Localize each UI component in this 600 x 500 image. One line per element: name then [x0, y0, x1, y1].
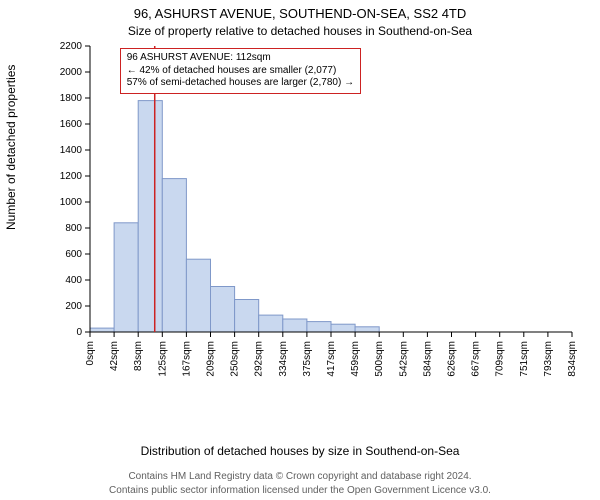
y-tick-label: 1200	[60, 171, 82, 182]
callout-line-2: ← 42% of detached houses are smaller (2,…	[127, 65, 354, 78]
x-tick-label: 584sqm	[422, 341, 433, 377]
x-tick-label: 167sqm	[181, 341, 192, 377]
histogram-bar	[259, 315, 283, 332]
y-tick-label: 2200	[60, 42, 82, 52]
x-tick-label: 626sqm	[447, 341, 458, 377]
chart-svg: 0 200 400 600 800 1000 1200 1400 1600 1800 2000 220…	[60, 42, 580, 387]
histogram-bar	[235, 300, 259, 333]
histogram-bar	[355, 327, 379, 332]
x-tick-label: 500sqm	[374, 341, 385, 377]
callout-line-3: 57% of semi-detached houses are larger (…	[127, 77, 354, 90]
histogram-bar	[162, 179, 186, 332]
callout-box: 96 ASHURST AVENUE: 112sqm ← 42% of detac…	[120, 48, 361, 94]
x-tick-label: 292sqm	[254, 341, 265, 377]
x-tick-label: 751sqm	[519, 341, 530, 377]
x-tick-label: 459sqm	[350, 341, 361, 377]
x-tick-label: 209sqm	[206, 341, 217, 377]
x-tick-label: 83sqm	[133, 341, 144, 371]
x-tick-label: 834sqm	[567, 341, 578, 377]
x-tick-label: 542sqm	[398, 341, 409, 377]
x-tick-label: 42sqm	[109, 341, 120, 371]
y-tick-label: 2000	[60, 67, 82, 78]
y-tick-label: 1600	[60, 119, 82, 130]
chart-title-sub: Size of property relative to detached ho…	[0, 24, 600, 38]
footer-line-1: Contains HM Land Registry data © Crown c…	[0, 471, 600, 482]
y-tick-label: 0	[76, 327, 82, 338]
y-tick-label: 1000	[60, 197, 82, 208]
y-tick-label: 200	[65, 301, 82, 312]
y-tick-label: 600	[65, 249, 82, 260]
x-tick-label: 667sqm	[471, 341, 482, 377]
y-tick-label: 1800	[60, 93, 82, 104]
x-tick-label: 250sqm	[230, 341, 241, 377]
histogram-bar	[331, 324, 355, 332]
x-tick-label: 417sqm	[326, 341, 337, 377]
footer-line-2: Contains public sector information licen…	[0, 485, 600, 496]
callout-line-1: 96 ASHURST AVENUE: 112sqm	[127, 52, 354, 65]
x-tick-label: 334sqm	[278, 341, 289, 377]
histogram-bar	[283, 319, 307, 332]
histogram-plot: 0 200 400 600 800 1000 1200 1400 1600 1800 2000 220…	[60, 42, 580, 387]
chart-title-main: 96, ASHURST AVENUE, SOUTHEND-ON-SEA, SS2…	[0, 6, 600, 21]
x-tick-label: 709sqm	[495, 341, 506, 377]
x-axis-label: Distribution of detached houses by size …	[0, 444, 600, 458]
y-tick-label: 800	[65, 223, 82, 234]
x-tick-label: 0sqm	[85, 341, 96, 365]
histogram-bar	[90, 328, 114, 332]
histogram-bar	[138, 101, 162, 332]
histogram-bar	[211, 287, 235, 333]
histogram-bar	[114, 223, 138, 332]
x-tick-label: 125sqm	[157, 341, 168, 377]
y-axis-label: Number of detached properties	[4, 65, 18, 230]
y-tick-label: 1400	[60, 145, 82, 156]
histogram-bar	[186, 259, 210, 332]
y-tick-label: 400	[65, 275, 82, 286]
x-tick-label: 375sqm	[302, 341, 313, 377]
x-tick-label: 793sqm	[543, 341, 554, 377]
histogram-bar	[307, 322, 331, 332]
